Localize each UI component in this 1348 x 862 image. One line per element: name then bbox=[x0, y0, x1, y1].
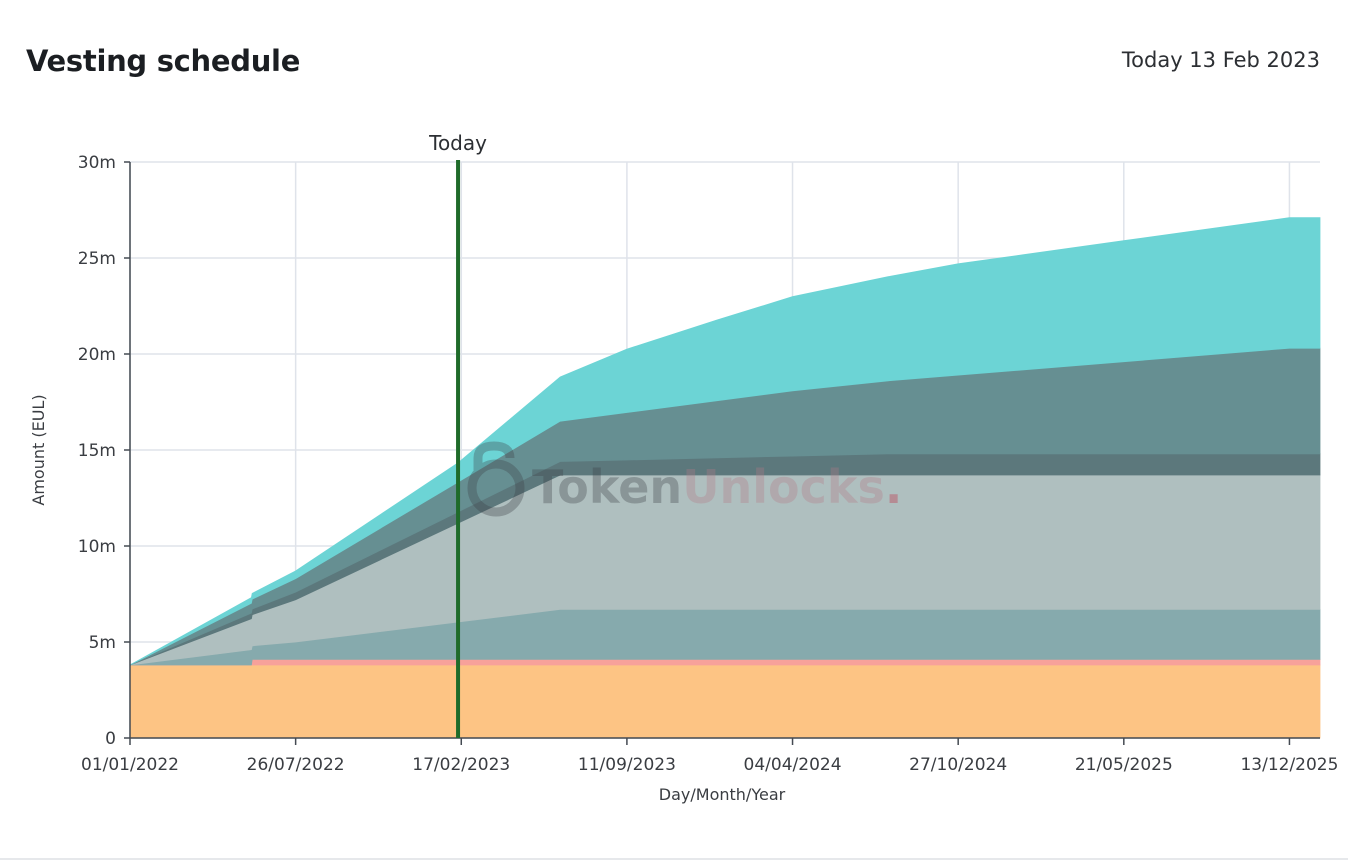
x-tick-label: 26/07/2022 bbox=[247, 755, 345, 775]
x-tick-label: 13/12/2025 bbox=[1240, 755, 1338, 775]
bottom-divider bbox=[0, 858, 1348, 860]
watermark-token: Token bbox=[532, 460, 682, 514]
watermark-dot: . bbox=[885, 460, 902, 514]
y-tick-label: 10m bbox=[78, 537, 116, 557]
series-area-0 bbox=[129, 664, 1321, 739]
y-tick-label: 25m bbox=[78, 249, 116, 269]
today-marker: Today bbox=[428, 131, 487, 738]
chart-title: Vesting schedule bbox=[26, 44, 301, 78]
y-axis-title: Amount (EUL) bbox=[29, 394, 48, 505]
axes: 0 5m 10m 15m 20m 25m 30m 01/01/2022 26/07/2022 17… bbox=[78, 153, 1339, 775]
chart-header: Vesting schedule Today 13 Feb 2023 bbox=[0, 0, 1348, 110]
series-area-6 bbox=[129, 217, 1321, 666]
series-area-1 bbox=[130, 658, 1321, 666]
y-tick-label: 30m bbox=[78, 153, 116, 173]
x-axis-title: Day/Month/Year bbox=[659, 785, 786, 804]
lock-logo-icon bbox=[467, 441, 525, 517]
y-tick-label: 20m bbox=[78, 345, 116, 365]
x-tick-label: 21/05/2025 bbox=[1075, 755, 1173, 775]
watermark-unlocks: Unlocks bbox=[682, 460, 885, 514]
x-tick-label: 01/01/2022 bbox=[81, 755, 179, 775]
token-unlocks-watermark: TokenUnlocks. bbox=[467, 441, 902, 517]
today-label: Today bbox=[428, 131, 487, 155]
y-tick-label: 15m bbox=[78, 441, 116, 461]
x-tick-label: 11/09/2023 bbox=[578, 755, 676, 775]
svg-text:TokenUnlocks.: TokenUnlocks. bbox=[532, 460, 902, 514]
y-tick-label: 5m bbox=[89, 633, 116, 653]
x-tick-label: 27/10/2024 bbox=[909, 755, 1007, 775]
x-tick-label: 17/02/2023 bbox=[412, 755, 510, 775]
today-date: Today 13 Feb 2023 bbox=[1121, 48, 1320, 72]
y-tick-label: 0 bbox=[105, 729, 116, 749]
stacked-areas bbox=[129, 217, 1321, 739]
x-tick-label: 04/04/2024 bbox=[744, 755, 842, 775]
